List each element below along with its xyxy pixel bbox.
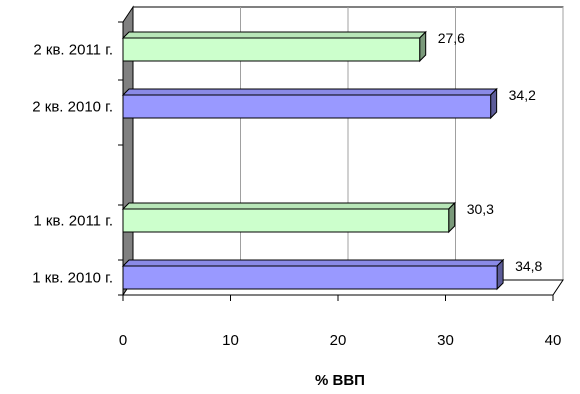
bar xyxy=(121,258,505,291)
x-tick-label: 40 xyxy=(545,332,562,349)
y-category-label: 2 кв. 2010 г. xyxy=(32,99,113,116)
bar xyxy=(121,201,456,234)
x-axis: 0 10 20 30 40 xyxy=(119,294,562,349)
y-category-label: 1 кв. 2010 г. xyxy=(32,270,113,287)
x-tick-label: 30 xyxy=(437,332,454,349)
bar-top-face xyxy=(121,202,456,210)
bar xyxy=(121,87,498,120)
x-tick-label: 10 xyxy=(222,332,239,349)
bar-data-label: 27,6 xyxy=(438,30,465,46)
y-axis: 1 кв. 2010 г. 1 кв. 2011 г. 2 кв. 2010 г. 2… xyxy=(32,21,124,296)
bar-top-face xyxy=(121,259,505,267)
bar-front-face xyxy=(122,208,450,233)
x-tick-label: 0 xyxy=(119,332,127,349)
bar-data-label: 34,2 xyxy=(509,87,536,103)
bar-front-face xyxy=(122,37,421,62)
bar-data-label: 30,3 xyxy=(467,201,494,217)
bars: 34,8 30,3 34,2 27,6 xyxy=(121,30,543,291)
bar-top-face xyxy=(121,88,498,96)
bar-data-label: 34,8 xyxy=(515,258,542,274)
x-tick-label: 20 xyxy=(330,332,347,349)
x-axis-title: % ВВП xyxy=(315,372,365,389)
y-category-label: 1 кв. 2011 г. xyxy=(33,213,113,230)
bar-front-face xyxy=(122,94,492,119)
bar-top-face xyxy=(121,31,427,39)
bar-front-face xyxy=(122,265,498,290)
bar xyxy=(121,30,427,63)
y-category-label: 2 кв. 2011 г. xyxy=(33,42,113,59)
